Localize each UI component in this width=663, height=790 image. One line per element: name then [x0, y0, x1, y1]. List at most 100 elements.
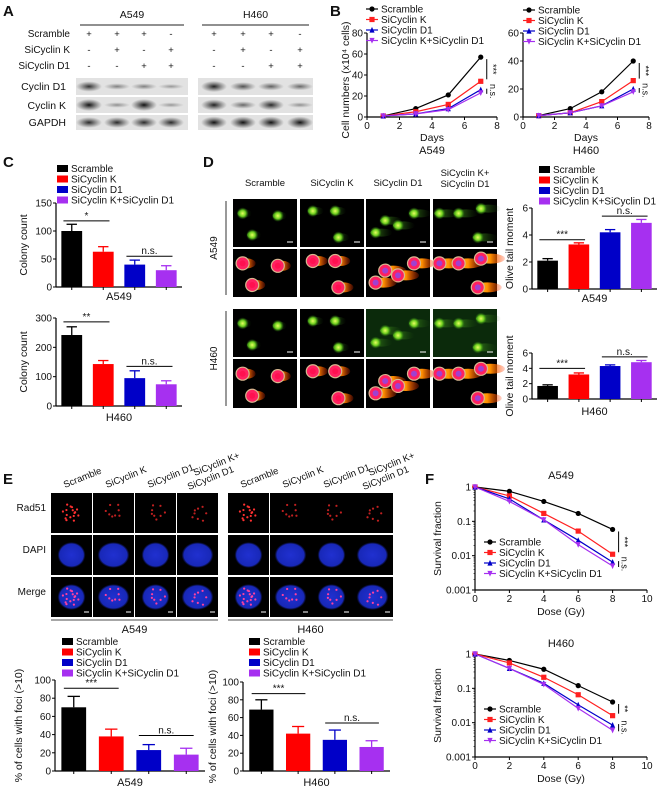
- channel-label: DAPI: [23, 545, 46, 556]
- significance-label: n.s.: [488, 84, 498, 99]
- legend-marker: [487, 559, 493, 566]
- significance-label: **: [83, 312, 91, 323]
- data-point: [380, 113, 386, 120]
- y-tick-label: 20: [40, 748, 52, 759]
- y-tick-label: 0.01: [452, 551, 472, 562]
- bar-0: [537, 260, 558, 289]
- chart-f-h460: [472, 650, 648, 760]
- legend-marker: [369, 37, 375, 44]
- legend-swatch: [249, 648, 260, 656]
- condition-sign: -: [241, 61, 244, 72]
- legend-marker: [487, 716, 493, 723]
- data-point: [630, 78, 636, 84]
- legend-label: Scramble: [499, 705, 542, 716]
- condition-label: SiCyclin D1: [18, 61, 70, 72]
- data-point: [575, 705, 581, 712]
- channel-label: Rad51: [17, 503, 47, 514]
- data-point: [575, 683, 581, 689]
- legend-label: SiCyclin K: [263, 648, 309, 659]
- bar-1: [98, 736, 124, 771]
- x-tick-label: 6: [462, 121, 468, 132]
- y-tick-label: 40: [228, 731, 240, 742]
- legend-label: SiCyclin K: [538, 16, 584, 27]
- comet-column-label: SiCyclin D1: [373, 178, 422, 189]
- y-tick-label: 0.001: [446, 586, 471, 597]
- significance-label: n.s.: [620, 557, 630, 572]
- x-tick-label: 0: [520, 121, 526, 132]
- y-tick-label: 150: [35, 199, 52, 210]
- data-point: [567, 106, 573, 112]
- significance-label: ***: [640, 66, 650, 77]
- legend-label: SiCyclin K: [381, 15, 427, 26]
- data-point: [610, 727, 616, 734]
- y-tick-label: 6: [522, 349, 528, 360]
- x-tick-label: 2: [397, 121, 403, 132]
- legend-swatch: [539, 176, 550, 184]
- protein-band: [287, 102, 313, 108]
- panel-letter: F: [425, 471, 434, 488]
- legend-swatch: [249, 638, 260, 645]
- comet-image: [233, 309, 297, 357]
- x-tick-label: 2: [552, 121, 558, 132]
- significance-label: n.s.: [617, 206, 633, 217]
- data-point: [575, 537, 581, 543]
- y-tick-label: 40: [40, 730, 52, 741]
- data-point: [472, 651, 478, 658]
- chart-title: A549: [582, 293, 608, 305]
- legend-label: SiCyclin D1: [263, 658, 315, 669]
- bar-0: [537, 385, 558, 399]
- foci-group-label: H460: [297, 624, 323, 636]
- protein-band: [104, 83, 130, 90]
- y-tick-label: 0: [513, 113, 519, 124]
- condition-label: SiCyclin K: [24, 45, 70, 56]
- y-tick-label: 6: [522, 204, 528, 215]
- legend-swatch: [539, 166, 550, 173]
- condition-sign: +: [114, 29, 120, 40]
- protein-band: [287, 82, 313, 91]
- legend-swatch: [57, 165, 68, 172]
- protein-band: [258, 82, 284, 91]
- foci-image-rad51: [51, 493, 92, 533]
- y-tick-label: 100: [35, 227, 52, 238]
- legend-swatch: [57, 175, 68, 183]
- panel-letter: C: [3, 154, 14, 171]
- significance-label: n.s.: [620, 720, 630, 735]
- x-tick-label: 10: [641, 761, 653, 772]
- y-tick-label: 0.1: [457, 517, 471, 528]
- y-tick-label: 80: [228, 695, 240, 706]
- y-tick-label: 40: [508, 57, 520, 68]
- condition-sign: -: [169, 29, 172, 40]
- x-tick-label: 8: [646, 121, 652, 132]
- y-tick-label: 0: [45, 767, 51, 778]
- protein-band: [104, 117, 130, 128]
- legend-label: SiCyclin D1: [538, 27, 590, 38]
- blot-group-title: A549: [120, 9, 145, 21]
- significance-label: ***: [488, 64, 498, 75]
- comet-image: [233, 199, 297, 247]
- condition-sign: -: [269, 45, 272, 56]
- data-point: [541, 498, 547, 505]
- x-tick-label: 4: [429, 121, 435, 132]
- data-point: [413, 111, 419, 117]
- legend-swatch: [62, 648, 73, 656]
- y-tick-label: 0: [522, 285, 528, 296]
- chart-title: A549: [548, 470, 574, 482]
- y-tick-label: 0.001: [446, 753, 471, 764]
- data-point: [541, 517, 547, 524]
- y-tick-label: 0: [46, 283, 52, 294]
- condition-sign: +: [297, 45, 303, 56]
- data-point: [610, 699, 616, 705]
- y-axis-label: Olive tail moment: [504, 208, 516, 289]
- protein-band: [258, 116, 284, 129]
- data-point: [575, 510, 581, 517]
- channel-label: Merge: [18, 587, 47, 598]
- bar-2: [322, 739, 348, 771]
- legend-marker: [369, 26, 375, 33]
- y-tick-label: 1: [465, 650, 471, 661]
- series-line-3: [538, 91, 634, 117]
- significance-label: n.s.: [640, 83, 650, 98]
- bar-2: [599, 232, 621, 289]
- protein-band: [158, 117, 184, 128]
- y-tick-label: 60: [352, 50, 364, 61]
